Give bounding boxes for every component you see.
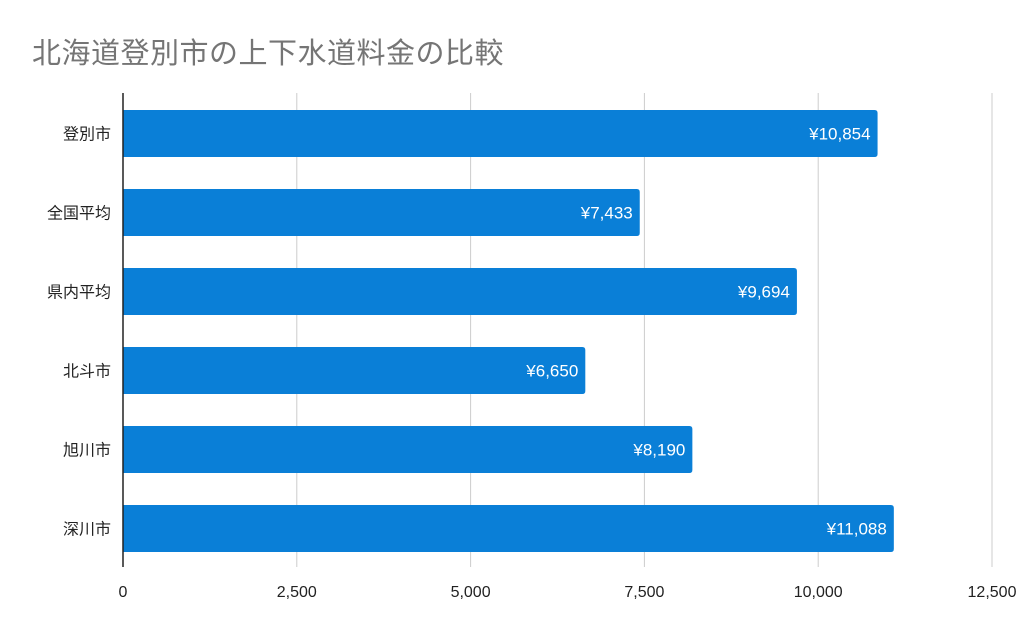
y-tick-label: 深川市 xyxy=(63,520,111,539)
bar xyxy=(123,110,878,157)
data-label: ¥7,433 xyxy=(580,204,633,223)
bar xyxy=(123,426,693,473)
bar xyxy=(123,505,894,552)
data-label: ¥6,650 xyxy=(525,362,578,381)
data-label: ¥10,854 xyxy=(808,125,870,144)
x-tick-label: 7,500 xyxy=(624,584,664,601)
data-label: ¥11,088 xyxy=(826,520,887,539)
y-tick-label: 北斗市 xyxy=(63,362,111,381)
chart-title: 北海道登別市の上下水道料金の比較 xyxy=(32,36,505,70)
y-tick-label: 全国平均 xyxy=(47,204,111,223)
data-label: ¥8,190 xyxy=(632,441,685,460)
y-tick-label: 県内平均 xyxy=(47,283,111,302)
bar xyxy=(123,268,797,315)
x-tick-label: 5,000 xyxy=(451,584,491,601)
bar xyxy=(122,347,586,394)
y-tick-label: 旭川市 xyxy=(63,441,111,460)
x-tick-label: 12,500 xyxy=(968,584,1017,601)
y-tick-label: 登別市 xyxy=(63,125,111,144)
x-tick-label: 2,500 xyxy=(277,584,317,601)
x-tick-label: 0 xyxy=(119,584,128,601)
data-label: ¥9,694 xyxy=(737,283,790,302)
bar xyxy=(123,189,640,236)
x-tick-label: 10,000 xyxy=(794,584,843,601)
